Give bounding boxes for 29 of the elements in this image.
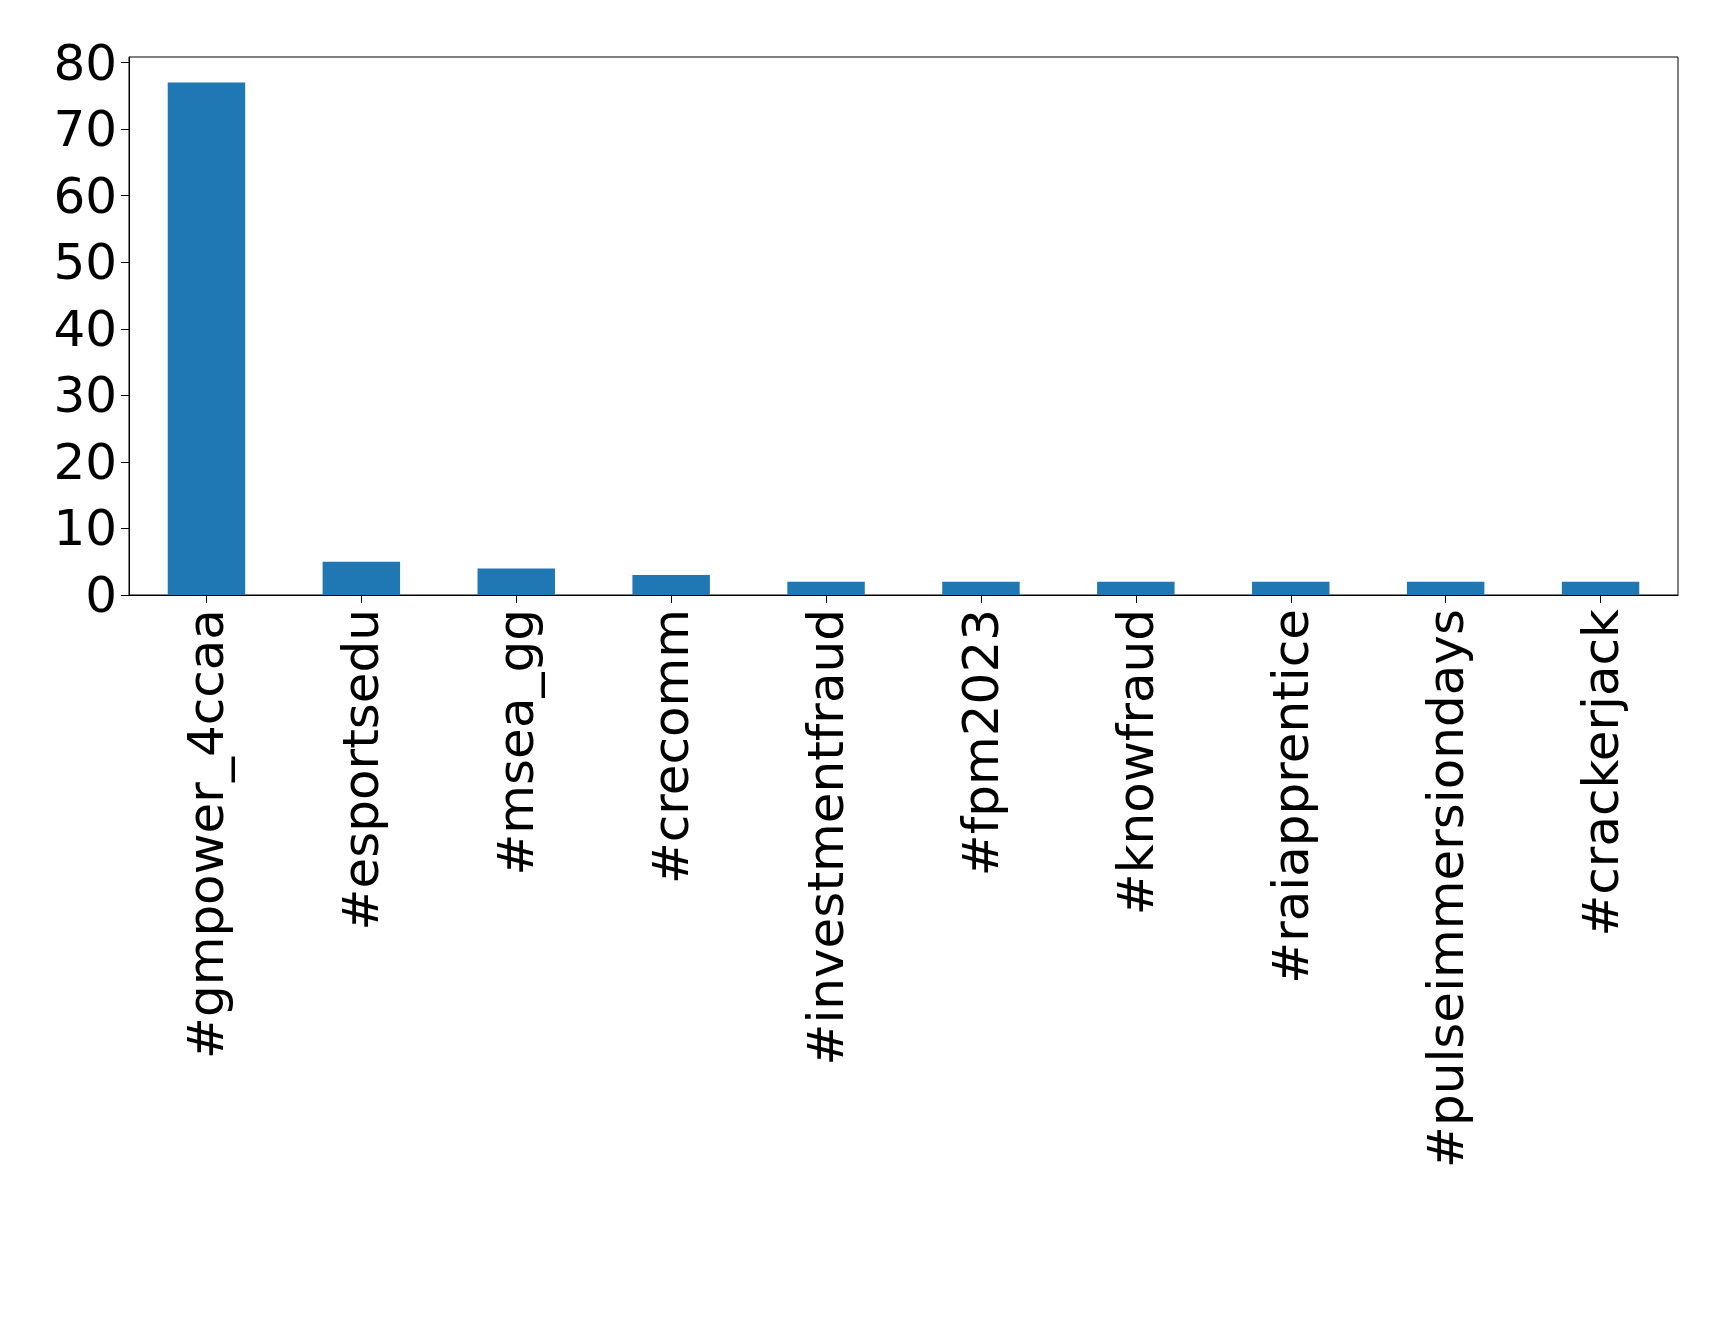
x-tick-label: #esportsedu <box>332 609 391 931</box>
x-tick-label: #msea_gg <box>487 609 546 876</box>
bar <box>1252 581 1330 595</box>
x-tick-label: #crecomm <box>642 609 701 885</box>
bar <box>477 568 555 595</box>
bar <box>1561 581 1640 595</box>
x-tick-label: #crackerjack <box>1571 608 1630 937</box>
bar <box>942 581 1020 595</box>
bar <box>1097 581 1175 595</box>
y-tick-label: 40 <box>53 299 117 358</box>
x-tick-label: #gmpower_4ccaa <box>177 609 236 1059</box>
y-tick-label: 50 <box>53 233 117 292</box>
x-tick-label: #raiapprentice <box>1261 609 1320 984</box>
bar <box>322 561 401 595</box>
x-tick-label: #investmentfraud <box>797 609 856 1066</box>
bar <box>1406 581 1485 595</box>
y-tick-label: 60 <box>53 166 117 225</box>
y-tick-label: 30 <box>53 366 117 425</box>
y-tick-label: 20 <box>53 432 117 491</box>
x-tick-label: #knowfraud <box>1106 609 1165 916</box>
x-tick-label: #fpm2023 <box>951 609 1010 877</box>
bar <box>167 82 246 595</box>
y-tick-label: 70 <box>53 100 117 159</box>
y-tick-label: 80 <box>53 33 117 92</box>
bar <box>787 581 865 595</box>
y-tick-label: 0 <box>85 566 117 624</box>
x-tick-label: #pulseimmersiondays <box>1416 609 1475 1168</box>
y-tick-label: 10 <box>53 499 117 558</box>
bar <box>632 575 710 595</box>
